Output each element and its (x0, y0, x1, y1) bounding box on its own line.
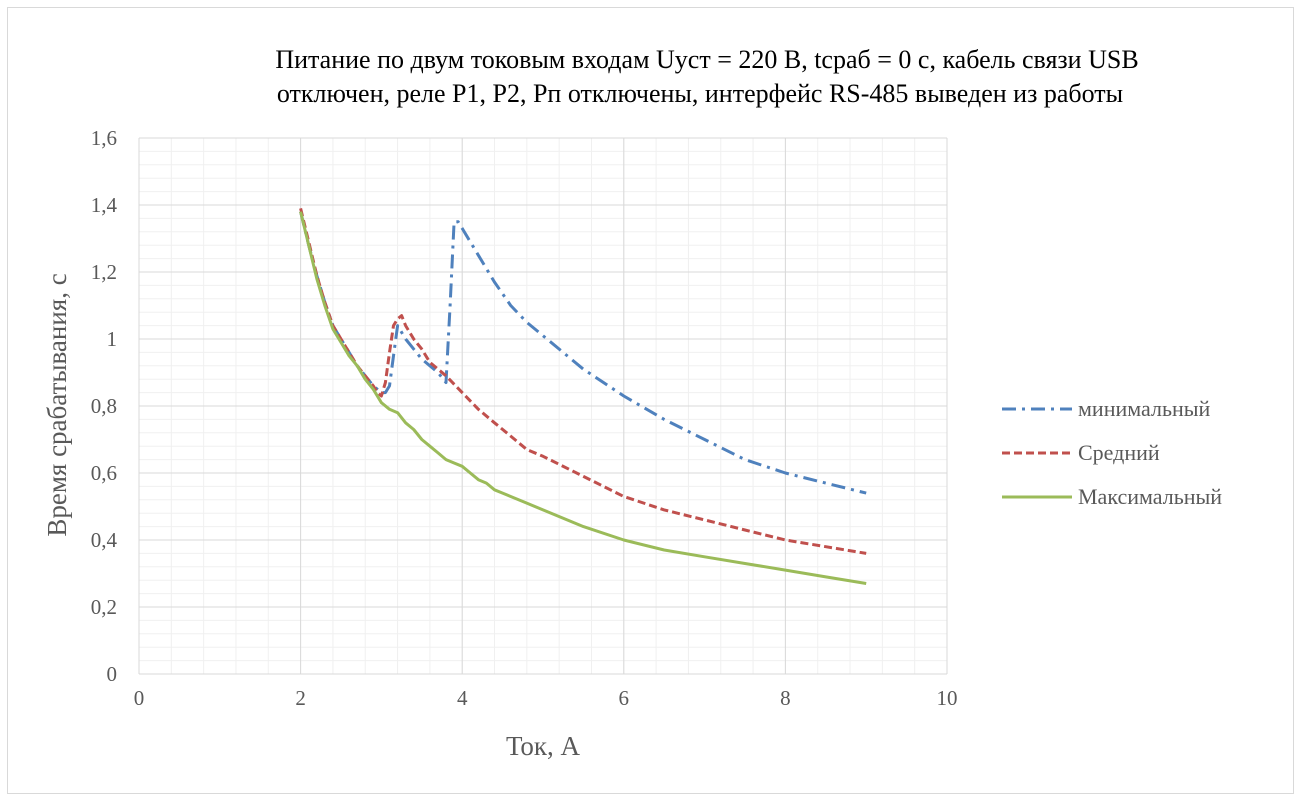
series-line-2 (299, 208, 867, 555)
legend-label-1: минимальный (1078, 396, 1211, 421)
legend-label-3: Максимальный (1078, 484, 1222, 509)
chart-title-line-2: отключен, реле Р1, Р2, Рп отключены, инт… (277, 79, 1123, 108)
legend: минимальный Средний Максимальный (1002, 396, 1222, 509)
major-grid (138, 137, 948, 675)
y-tick-label: 1,6 (91, 126, 117, 150)
y-tick-label: 0,2 (91, 595, 117, 619)
y-tick-label: 0,6 (91, 461, 117, 485)
chart-title-line-1: Питание по двум токовым входам Uуст = 22… (275, 45, 1138, 74)
y-tick-label: 1,2 (91, 260, 117, 284)
x-tick-label: 2 (295, 686, 306, 710)
x-tick-label: 10 (937, 686, 958, 710)
x-axis-title: Ток, А (506, 731, 581, 761)
y-tick-label: 1,4 (91, 193, 118, 217)
x-tick-label: 0 (134, 686, 145, 710)
series-line-1 (299, 211, 867, 495)
x-tick-label: 4 (457, 686, 468, 710)
y-tick-label: 1 (107, 327, 118, 351)
y-axis-title: Время срабатывания, с (42, 273, 72, 536)
x-tick-label: 6 (619, 686, 630, 710)
y-tick-label: 0,8 (91, 394, 117, 418)
tick-labels: 0 2 4 6 8 10 0 0,2 0,4 0,6 0,8 1 1,2 1,4 1,6 (91, 126, 958, 710)
y-tick-label: 0 (107, 662, 118, 686)
x-tick-label: 8 (780, 686, 791, 710)
y-tick-label: 0,4 (91, 528, 118, 552)
legend-label-2: Средний (1078, 440, 1160, 465)
series-line-3 (299, 211, 867, 585)
series-lines (299, 208, 867, 585)
